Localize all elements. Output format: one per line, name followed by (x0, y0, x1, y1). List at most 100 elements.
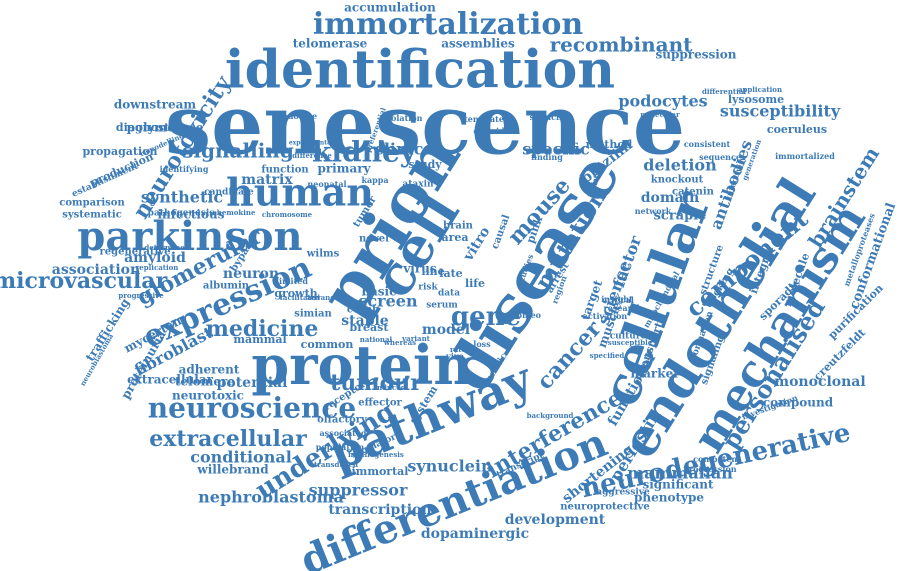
word-domain: domain (641, 190, 700, 206)
word-accumulation: accumulation (344, 1, 436, 15)
word-neonatal: neonatal (307, 179, 346, 189)
word-late: late (439, 267, 462, 280)
word-ataxin: ataxin (402, 180, 434, 190)
word-insight: insight (601, 294, 633, 304)
word-compound: compound (763, 396, 834, 410)
word-susceptibility: susceptibility (720, 102, 841, 121)
word-serum: serum (426, 301, 458, 311)
word-difference: difference (292, 151, 332, 160)
word-identifying: identifying (160, 164, 209, 174)
word-effector: effector (358, 398, 402, 409)
word-catenin: catenin (672, 187, 715, 198)
word-matrix: matrix (241, 172, 293, 188)
word-senescence: senescence (165, 77, 685, 173)
word-basic: basic (362, 285, 397, 299)
word-whereas: whereas (383, 338, 416, 347)
word-neuron: neuron (223, 266, 279, 282)
word-adherent: adherent (179, 363, 240, 377)
word-medicine: medicine (206, 316, 319, 342)
word-telomere: telomere (175, 375, 235, 389)
word-extracellular: extracellular (149, 426, 307, 452)
word-facilitated: facilitated (280, 293, 320, 302)
word-suppressor: suppressor (309, 481, 408, 500)
word-rate: rate (450, 345, 466, 354)
word-fibrillogenesis: fibrillogenesis (348, 450, 404, 459)
word-experimental: experimental (289, 140, 334, 147)
word-silencing: silencing (530, 112, 571, 122)
word-activation: activation (583, 311, 628, 321)
word-life: life (465, 277, 485, 290)
word-telomerase: telomerase (293, 37, 368, 51)
word-method: method (586, 138, 633, 151)
word-propagation: propagation (82, 145, 157, 158)
word-background: background (527, 411, 574, 420)
word-kappa: kappa (361, 175, 388, 185)
word-identification: identification (225, 40, 615, 101)
word-trafficking: trafficking (83, 295, 133, 363)
word-susceptible: susceptible (608, 338, 653, 347)
word-marker: marker (630, 367, 680, 381)
word-associated: associated (320, 428, 367, 438)
word-potential: potential (217, 375, 288, 391)
word-assemblies: assemblies (441, 37, 515, 51)
word-mammalian: mammalian (627, 464, 733, 483)
word-immortal: immortal (352, 465, 409, 478)
word-area: area (441, 231, 468, 244)
word-aggressive: aggressive (596, 488, 650, 498)
word-national: national (360, 335, 393, 344)
word-neuroprotective: neuroprotective (560, 502, 649, 513)
word-candidate: candidate (204, 188, 254, 198)
word-screen: screen (358, 292, 418, 311)
word-transcription: transcription (328, 502, 431, 518)
word-polymerase: polymerase (127, 121, 204, 135)
word-study: study (408, 158, 442, 171)
word-neurotoxic: neurotoxic (172, 389, 244, 403)
word-phenotype: phenotype (634, 491, 704, 505)
word-chemokine: chemokine (213, 208, 256, 217)
word-critical: critical (602, 295, 634, 305)
word-kidney: kidney (312, 136, 417, 169)
word-podocyte: podocyte (277, 111, 317, 121)
word-progressive: progressive (118, 291, 164, 300)
word-primary: primary (317, 162, 371, 176)
word-consistent: consistent (684, 139, 731, 149)
word-establishment: establishment (71, 161, 141, 200)
word-advance: advance (307, 293, 339, 302)
word-competent: competent (693, 454, 741, 464)
word-gene: gene (451, 302, 521, 332)
word-pathogenesis: pathogenesis (148, 209, 215, 219)
word-progression: progression (683, 464, 736, 474)
word-downstream: downstream (114, 98, 196, 112)
word-significant: significant (642, 478, 714, 492)
word-stable: stable (341, 313, 389, 329)
word-molecular: molecular (640, 110, 680, 119)
word-monoclonal: monoclonal (774, 374, 865, 390)
word-association: association (52, 262, 140, 278)
word-nephroblastoma: nephroblastoma (198, 488, 344, 507)
word-model: model (422, 322, 470, 338)
word-extracellular: extracellular (127, 373, 214, 387)
word-immortalization: immortalization (313, 7, 584, 42)
word-virus: virus (402, 262, 437, 276)
word-differential: differential (702, 87, 746, 96)
word-breast: breast (350, 321, 390, 334)
word-specified: specified (590, 351, 625, 360)
word-protein: protein (251, 333, 472, 397)
word-albumin: albumin (203, 281, 250, 292)
word-sequence: sequence (699, 152, 741, 162)
word-tumour: tumour (330, 370, 422, 396)
word-brain: brain (443, 221, 474, 232)
word-coeruleus: coeruleus (767, 123, 827, 136)
word-network: network (635, 206, 672, 216)
word-parkinson: parkinson (77, 213, 302, 260)
word-culture: culture (610, 332, 647, 342)
word-clinical: clinical (374, 140, 440, 159)
word-recombinant: recombinant (550, 33, 694, 57)
word-olfactory: olfactory (317, 415, 368, 426)
word-novel: novel (359, 234, 389, 245)
word-synuclein: synuclein (407, 457, 493, 476)
word-limited: limited (276, 276, 308, 286)
word-transduced: transduced (314, 460, 358, 469)
word-growth: growth (274, 287, 317, 300)
